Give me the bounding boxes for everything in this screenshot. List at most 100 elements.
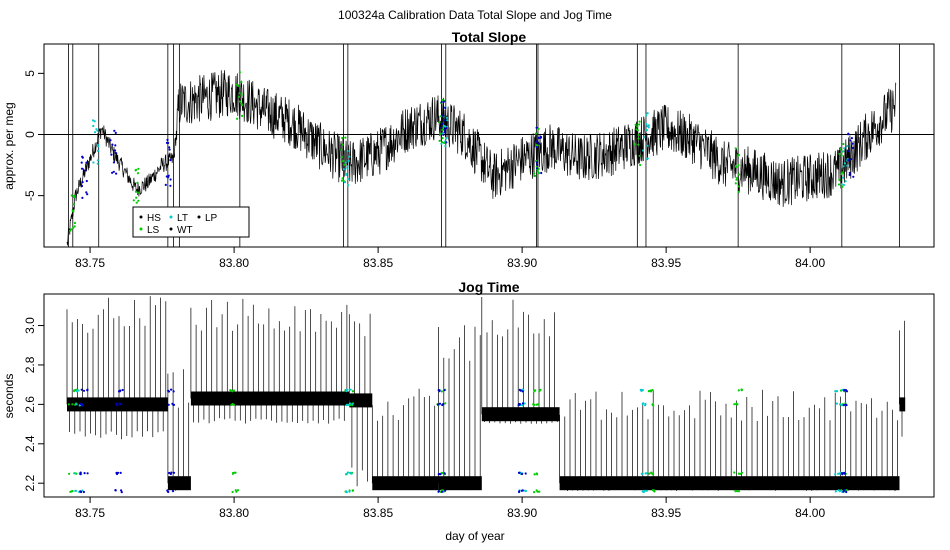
marker-blue — [80, 167, 84, 170]
marker-ls — [232, 403, 235, 406]
marker-lt — [348, 490, 351, 493]
x-tick-label: 83.80 — [219, 506, 249, 520]
marker-lt — [523, 402, 526, 405]
marker-blue — [444, 489, 447, 492]
marker-blue — [436, 403, 440, 406]
marker-ls — [441, 137, 444, 140]
marker-blue — [164, 183, 167, 186]
marker-ls — [740, 388, 743, 391]
marker-blue — [80, 161, 83, 164]
marker-ls — [440, 390, 443, 393]
marker-ls — [651, 389, 654, 392]
marker-ls — [638, 123, 641, 126]
marker-blue — [439, 473, 442, 476]
marker-blue — [120, 491, 123, 494]
legend-label-lt: LT — [177, 213, 188, 224]
marker-ls — [735, 178, 738, 181]
marker-ls — [70, 228, 73, 231]
x-tick-label: 84.00 — [795, 506, 825, 520]
marker-ls — [537, 172, 541, 175]
marker-ls — [351, 390, 354, 393]
marker-ls — [636, 129, 639, 132]
marker-ls — [439, 115, 442, 118]
marker-blue — [437, 490, 440, 493]
marker-ls — [441, 98, 444, 101]
marker-ls — [73, 221, 76, 225]
marker-lt — [837, 489, 840, 492]
marker-lt — [835, 402, 839, 405]
marker-lt — [646, 144, 649, 147]
marker-ls — [234, 489, 237, 492]
marker-blue — [443, 131, 446, 134]
marker-ls — [73, 389, 76, 392]
marker-lt — [347, 159, 350, 163]
series-line-total-slope — [66, 70, 897, 246]
marker-ls — [69, 490, 72, 493]
figure-title: 100324a Calibration Data Total Slope and… — [338, 8, 612, 22]
marker-lt — [645, 114, 648, 117]
marker-lt — [641, 402, 644, 406]
marker-lt — [835, 390, 839, 393]
marker-blue — [85, 191, 88, 194]
marker-blue — [538, 142, 541, 145]
marker-ls — [734, 490, 737, 493]
marker-blue — [845, 490, 848, 494]
marker-ls — [136, 191, 139, 194]
marker-lt — [96, 143, 99, 146]
legend-label-hs: HS — [147, 213, 161, 224]
marker-lt — [346, 149, 349, 153]
marker-blue — [80, 184, 84, 188]
marker-lt — [96, 149, 100, 152]
marker-ls — [137, 199, 140, 202]
marker-ls — [734, 147, 737, 150]
marker-lt — [445, 137, 448, 140]
marker-ls — [536, 170, 539, 173]
legend: HS LS LT WT LP — [132, 206, 250, 238]
marker-ls — [135, 196, 138, 199]
marker-blue — [847, 133, 850, 136]
marker-ls — [537, 127, 540, 130]
legend-marker-lt — [169, 215, 173, 219]
marker-lt — [347, 177, 350, 180]
marker-lt — [645, 489, 649, 492]
marker-lt — [345, 388, 349, 391]
marker-lt — [842, 150, 845, 153]
marker-blue — [115, 172, 118, 175]
marker-blue — [442, 114, 445, 117]
marker-lt — [843, 147, 846, 150]
marker-ls — [532, 403, 535, 406]
marker-lt — [645, 129, 649, 132]
y-tick-label: 0 — [23, 131, 37, 138]
marker-blue — [441, 403, 444, 407]
marker-blue — [517, 471, 521, 474]
marker-blue — [114, 151, 117, 154]
marker-blue — [81, 181, 84, 184]
marker-lt — [346, 184, 350, 187]
marker-lt — [644, 404, 647, 407]
marker-blue — [80, 388, 83, 391]
marker-ls — [236, 489, 240, 492]
marker-lt — [524, 489, 527, 492]
marker-lt — [81, 489, 84, 492]
chart-jog-time: Jog Time seconds day of year 83.75 83.80 8… — [2, 279, 935, 543]
marker-ls — [340, 179, 344, 182]
axes: 83.75 83.80 83.85 83.90 83.95 84.00 2.2 2.4 2.6 2… — [23, 317, 825, 520]
marker-ls — [652, 489, 656, 492]
legend-marker-hs — [139, 215, 143, 219]
marker-blue — [520, 472, 524, 476]
marker-blue — [441, 122, 444, 125]
marker-blue — [852, 175, 855, 178]
marker-ls — [137, 167, 140, 170]
marker-blue — [172, 403, 176, 406]
marker-blue — [848, 171, 851, 174]
marker-lt — [346, 471, 350, 474]
y-axis-label: seconds — [2, 374, 16, 419]
marker-blue — [85, 179, 88, 183]
x-tick-label: 84.00 — [795, 256, 825, 270]
marker-ls — [136, 181, 139, 184]
marker-ls — [638, 120, 641, 123]
marker-lt — [640, 472, 643, 475]
marker-ls — [134, 190, 138, 193]
marker-blue — [118, 402, 121, 405]
